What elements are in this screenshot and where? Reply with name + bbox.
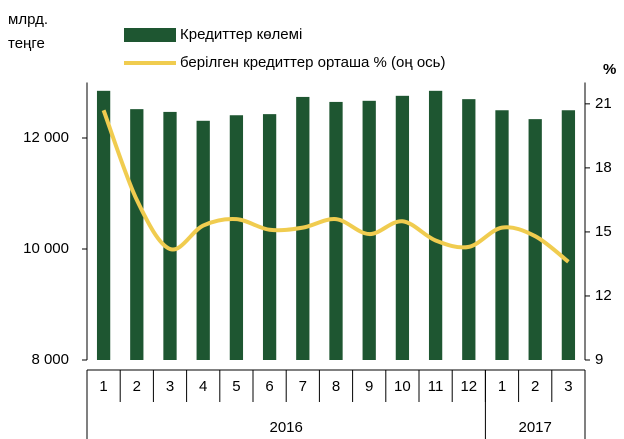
x-tick-label: 7 [299, 378, 307, 395]
x-tick-label: 10 [394, 378, 411, 395]
bar [196, 120, 210, 360]
x-tick-label: 2 [531, 378, 539, 395]
bar [561, 110, 576, 360]
bar [229, 115, 244, 361]
bar [428, 90, 443, 360]
x-tick-label: 11 [428, 378, 444, 395]
x-tick-label: 1 [498, 378, 506, 395]
y2-tick-label: 12 [595, 287, 612, 304]
year-label: 2017 [519, 419, 552, 436]
legend-label: Кредиттер көлемі [180, 26, 302, 43]
y2-tick-label: 9 [595, 351, 603, 368]
y-axis-label: млрд. теңге [8, 11, 48, 52]
year-label: 2016 [270, 419, 303, 436]
x-tick-label: 2 [133, 378, 141, 395]
y2-tick-label: 21 [595, 95, 612, 112]
line [101, 109, 570, 264]
legend-label: берілген кредиттер орташа % (оң ось) [180, 54, 446, 71]
x-tick-label: 3 [166, 378, 174, 395]
bar [395, 95, 410, 360]
y-tick-label: 12 000 [23, 129, 69, 146]
bar [362, 100, 376, 360]
x-tick-label: 8 [332, 378, 340, 395]
y-tick-label: 8 000 [31, 351, 69, 368]
y2-tick-label: 15 [595, 223, 612, 240]
bar [462, 99, 476, 361]
x-tick-label: 12 [460, 378, 477, 395]
x-tick-label: 9 [365, 378, 373, 395]
bar [96, 90, 111, 360]
y2-tick-label: 18 [595, 159, 612, 176]
bar [495, 110, 509, 360]
x-tick-label: 1 [99, 378, 107, 395]
x-tick-label: 5 [232, 378, 240, 395]
legend-swatch [124, 28, 176, 42]
x-tick-label: 4 [199, 378, 207, 395]
bar [130, 109, 144, 360]
y2-axis-label: % [603, 61, 616, 78]
bar [528, 119, 542, 360]
y-tick-label: 10 000 [23, 240, 69, 257]
bar [329, 101, 343, 361]
x-tick-label: 6 [265, 378, 273, 395]
x-tick-label: 3 [564, 378, 572, 395]
bar [163, 111, 177, 360]
bar [262, 114, 277, 360]
